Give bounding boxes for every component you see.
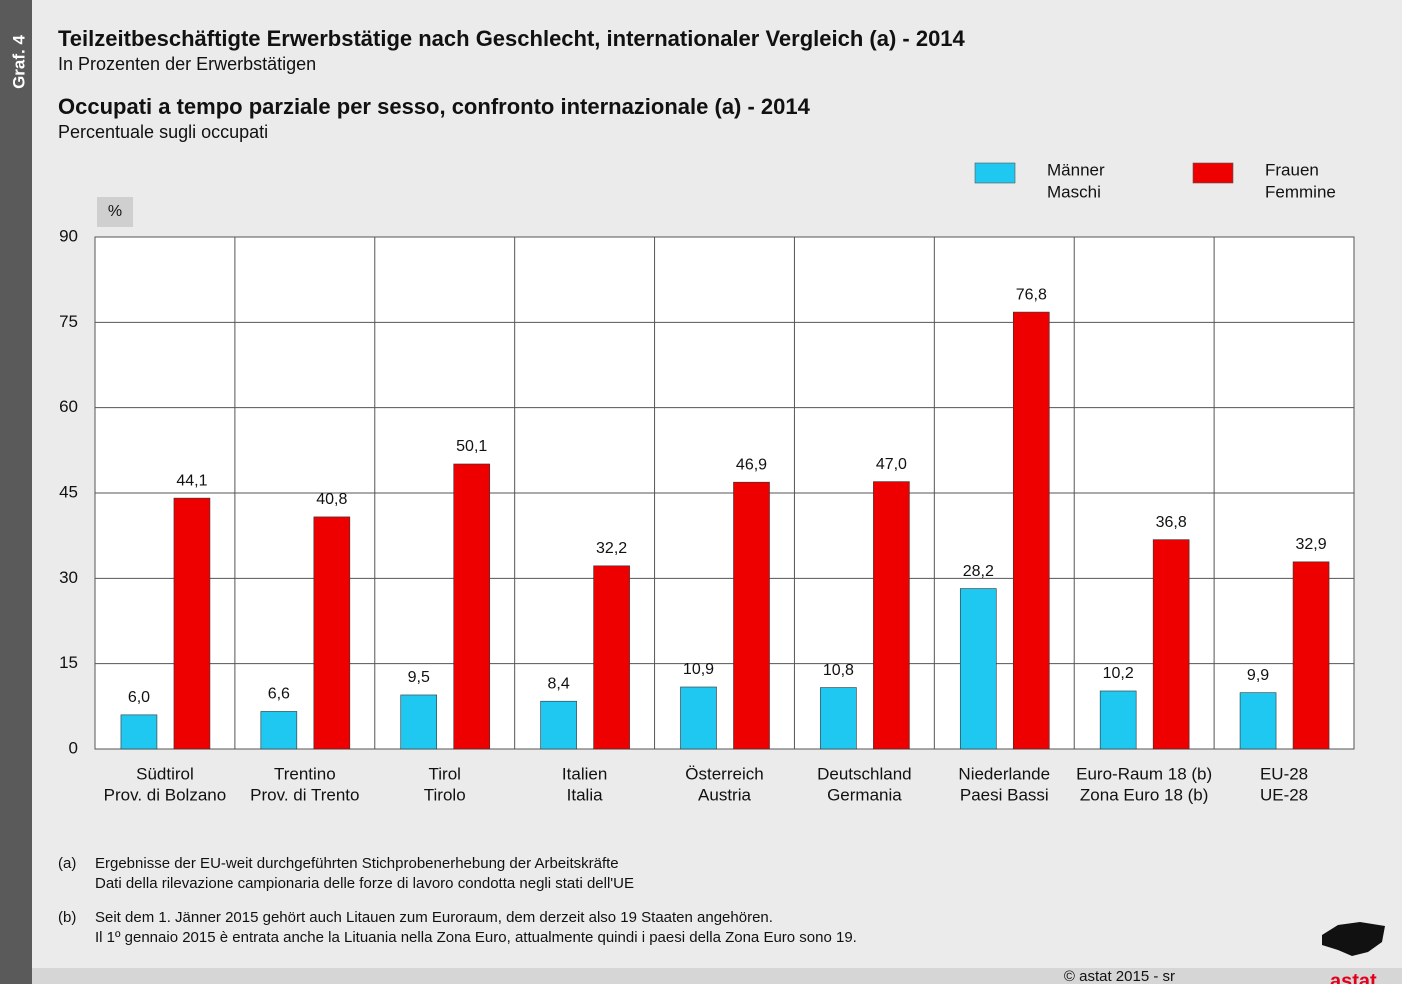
y-tick-label: 0 [69, 738, 78, 757]
x-tick-label: Italien [562, 764, 607, 783]
bar [1152, 539, 1190, 750]
x-tick-label: Prov. di Bolzano [104, 785, 227, 804]
bar [733, 481, 770, 750]
bar [593, 565, 630, 750]
x-tick-label: Italia [567, 785, 603, 804]
y-tick-label: 90 [59, 226, 78, 245]
value-label: 40,8 [316, 491, 347, 508]
plot-border [94, 236, 1355, 750]
value-label: 44,1 [176, 472, 207, 489]
bar [820, 687, 857, 750]
value-label: 8,4 [547, 675, 569, 692]
side-strip [0, 0, 32, 984]
chart-subtitle: In Prozenten der Erwerbstätigen [58, 54, 316, 74]
value-label: 32,2 [596, 540, 627, 557]
bar [1292, 561, 1330, 750]
note-text: Dati della rilevazione campionaria delle… [95, 875, 634, 892]
legend-label: Maschi [1047, 182, 1101, 201]
value-label: 10,8 [823, 662, 854, 679]
bar [400, 694, 438, 750]
x-tick-label: Paesi Bassi [960, 785, 1049, 804]
bar [173, 497, 211, 750]
x-tick-label: Trentino [274, 764, 336, 783]
chart-subtitle-it: Percentuale sugli occupati [58, 122, 268, 142]
note-marker: (a) [58, 855, 76, 872]
bar [959, 588, 997, 750]
y-tick-label: 75 [59, 312, 78, 331]
value-label: 46,9 [736, 456, 767, 473]
value-label: 9,5 [408, 669, 430, 686]
value-label: 10,2 [1103, 665, 1134, 682]
x-tick-label: Österreich [685, 764, 763, 783]
value-label: 28,2 [963, 563, 994, 580]
legend-label: Männer [1047, 160, 1105, 179]
bar [680, 686, 717, 750]
y-tick-label: 60 [59, 397, 78, 416]
footer-strip [32, 968, 1402, 984]
chart-title-it: Occupati a tempo parziale per sesso, con… [58, 94, 811, 119]
x-tick-label: Niederlande [958, 764, 1050, 783]
x-tick-label: Germania [827, 785, 902, 804]
x-tick-label: UE-28 [1260, 785, 1308, 804]
bar [1012, 311, 1050, 750]
x-tick-label: Euro-Raum 18 (b) [1076, 764, 1212, 783]
x-tick-label: Deutschland [817, 764, 912, 783]
note-text: Seit dem 1. Jänner 2015 gehört auch Lita… [95, 909, 773, 926]
y-tick-label: 45 [59, 482, 78, 501]
logo: astat [1330, 970, 1377, 984]
bar [313, 516, 351, 750]
source: © astat 2015 - sr [1064, 968, 1175, 984]
x-tick-label: Austria [698, 785, 751, 804]
unit-box [97, 197, 133, 227]
bar [260, 711, 298, 750]
bar [1239, 692, 1277, 750]
legend-swatch [974, 162, 1016, 184]
value-label: 47,0 [876, 456, 907, 473]
graph-label: Graf. 4 [9, 35, 28, 89]
value-label: 32,9 [1295, 536, 1326, 553]
bar [873, 481, 910, 750]
bar [1099, 690, 1137, 750]
value-label: 9,9 [1247, 667, 1269, 684]
y-unit: % [108, 203, 122, 220]
note-text: Il 1º gennaio 2015 è entrata anche la Li… [95, 929, 857, 946]
x-tick-label: Südtirol [136, 764, 194, 783]
y-tick-label: 15 [59, 653, 78, 672]
chart-title: Teilzeitbeschäftigte Erwerbstätige nach … [58, 26, 966, 51]
y-tick-label: 30 [59, 568, 78, 587]
legend-swatch [1192, 162, 1234, 184]
x-tick-label: Prov. di Trento [250, 785, 359, 804]
x-tick-label: EU-28 [1260, 764, 1308, 783]
value-label: 6,6 [268, 686, 290, 703]
bar [540, 700, 577, 750]
note-marker: (b) [58, 909, 76, 926]
note-text: Ergebnisse der EU-weit durchgeführten St… [95, 855, 619, 872]
value-label: 6,0 [128, 689, 150, 706]
legend-label: Femmine [1265, 182, 1336, 201]
bar [120, 714, 158, 750]
x-tick-label: Zona Euro 18 (b) [1080, 785, 1209, 804]
legend-label: Frauen [1265, 160, 1319, 179]
bar [453, 463, 491, 750]
value-label: 50,1 [456, 438, 487, 455]
value-label: 36,8 [1156, 514, 1187, 531]
value-label: 10,9 [683, 661, 714, 678]
x-tick-label: Tirolo [424, 785, 466, 804]
x-tick-label: Tirol [429, 764, 461, 783]
value-label: 76,8 [1016, 286, 1047, 303]
logo-map [1322, 922, 1385, 956]
